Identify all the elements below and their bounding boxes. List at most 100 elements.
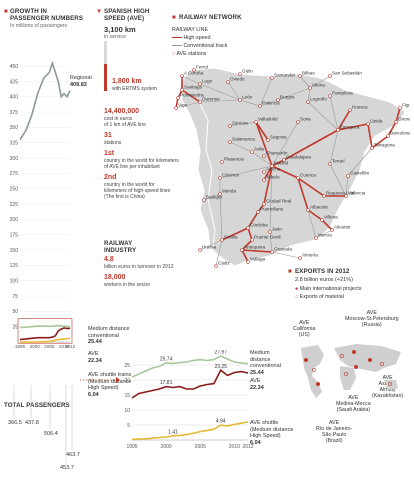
- p5-c: São Paulo: [321, 432, 347, 438]
- small-y-tick: 10: [124, 408, 130, 414]
- exports-leg2: ○ Exports of material: [295, 294, 344, 300]
- city-label: Puente Genil: [254, 235, 281, 240]
- city-label: Villena: [324, 215, 338, 220]
- y-tick-label: 125: [10, 263, 19, 269]
- regional-line: [19, 60, 71, 141]
- md-value: 25.44: [88, 339, 102, 345]
- industry-title-2: INDUSTRY: [104, 247, 137, 254]
- station-marker: [220, 238, 224, 242]
- data-label: 4.94: [216, 419, 226, 425]
- high-speed-line: [307, 209, 323, 221]
- city-label: Palencia: [262, 101, 280, 106]
- station-marker: [262, 154, 266, 158]
- y-tick-label: 300: [10, 156, 19, 162]
- small-md-2: distance: [250, 356, 271, 363]
- high-speed-line: [221, 227, 249, 241]
- conventional-track: [199, 99, 241, 103]
- station-marker: [174, 106, 178, 110]
- data-label: 23.25: [214, 364, 227, 370]
- station-marker: [308, 86, 312, 90]
- city-label: Segovia: [270, 135, 287, 140]
- city-label: Málaga: [250, 257, 266, 262]
- station-marker: [328, 74, 332, 78]
- p5-b: Río de Janeiro-: [316, 426, 353, 432]
- conventional-track: [315, 229, 333, 239]
- station-marker: [298, 256, 302, 260]
- growth-title-2: PASSENGER NUMBERS: [10, 15, 84, 22]
- cost-sub-2: of 1 km of AVE line: [104, 122, 146, 128]
- city-label: Lugo: [202, 79, 213, 84]
- md-label-line1: Medium distance: [88, 326, 130, 332]
- y-tick-label: 75: [12, 294, 18, 300]
- zoomed-chart: 5 10 15 20 25 1995 2000 2005 2010 2012 25.74 27.97 1…: [124, 350, 253, 450]
- city-label: Ciudad Real: [266, 199, 291, 204]
- legend-st-symbol: ○: [172, 51, 176, 57]
- city-label: Jaén: [272, 227, 282, 232]
- p4-a: AVE: [348, 395, 359, 401]
- conventional-track: [329, 129, 339, 165]
- y-tick-label: 350: [10, 125, 19, 131]
- x-tick-label: 2010: [59, 344, 70, 349]
- rank1-sub-2: of AVE line per inhabitant: [104, 164, 160, 170]
- city-label: Huelva: [202, 245, 217, 250]
- station-marker: [240, 248, 244, 252]
- x-tick-label: 1995: [15, 344, 26, 349]
- p1-c: (US): [298, 332, 310, 338]
- city-label: Toledo: [266, 175, 280, 180]
- ertms-value: 1,800 km: [112, 78, 142, 85]
- world-map: [301, 344, 401, 398]
- city-label: Cuenca: [300, 173, 316, 178]
- city-label: Zamora: [232, 121, 248, 126]
- station-marker: [218, 192, 222, 196]
- workers-value: 18,000: [104, 274, 126, 281]
- city-label: Cádiz: [218, 261, 230, 266]
- legend-conv-swatch: [172, 45, 182, 47]
- md-label: Medium distance conventional 25.44: [88, 326, 130, 346]
- regional-value: 409.83: [70, 82, 87, 88]
- shuttle-label-1: AVE shuttle trains: [88, 372, 132, 378]
- small-x-tick: 2012: [242, 444, 253, 450]
- total-1: 366.5: [8, 420, 22, 426]
- p2-b: Moscow-St.Petersburg: [345, 316, 399, 322]
- station-marker: [180, 74, 184, 78]
- legend-conv: Conventional track: [172, 43, 227, 49]
- small-shuttle-1: AVE shuttle: [250, 420, 279, 426]
- city-label: Albacete: [310, 205, 328, 210]
- high-speed-line: [367, 123, 373, 149]
- y-tick-label: 175: [10, 233, 19, 239]
- small-x-tick: 2000: [161, 444, 172, 450]
- city-label: Sevilla: [224, 235, 238, 240]
- rank1-value: 1st: [104, 150, 115, 157]
- city-label: Requena-Utiel: [326, 191, 355, 196]
- city-label: Antequera: [244, 245, 266, 250]
- conventional-track: [199, 83, 241, 101]
- small-md-label: Medium distance conventional 25.44: [250, 350, 281, 376]
- city-label: Valladolid: [258, 117, 278, 122]
- leg1-text: Main international projects: [299, 286, 362, 292]
- small-md-value: 25.44: [250, 369, 264, 376]
- passenger-growth-chart: 25 50 75 100 125 150 175 200 225 250 275 300 325 350 3…: [10, 60, 76, 349]
- zoom-frame: [17, 318, 73, 344]
- rank2-sub-2: kilometers of high-speed lines: [104, 188, 171, 194]
- ave-title-2: SPEED (AVE): [104, 15, 145, 22]
- total-4: 453.7: [60, 465, 74, 471]
- high-speed-line: [271, 165, 299, 179]
- city-label: Santander: [274, 73, 296, 78]
- station-marker: [268, 230, 272, 234]
- station-marker: [266, 138, 270, 142]
- small-shuttle-value: 6.04: [250, 439, 261, 446]
- high-speed-line: [181, 89, 201, 103]
- proj-saudi: AVE Medina-Mecca (Saudi Arabia): [336, 395, 371, 413]
- city-label: Gijón: [242, 69, 253, 74]
- p1-b: California: [293, 326, 316, 332]
- station-marker: [348, 108, 352, 112]
- exports-title-mark: ■: [288, 268, 292, 275]
- ave-value: 22.34: [88, 357, 102, 364]
- ave-line: [19, 327, 71, 341]
- station-marker: [336, 128, 340, 132]
- station-marker: [176, 96, 180, 100]
- ertms-sub: with ERTMS system: [112, 86, 157, 92]
- small-ave-1: AVE: [250, 378, 261, 384]
- cost-value: 14,400,000: [104, 108, 140, 115]
